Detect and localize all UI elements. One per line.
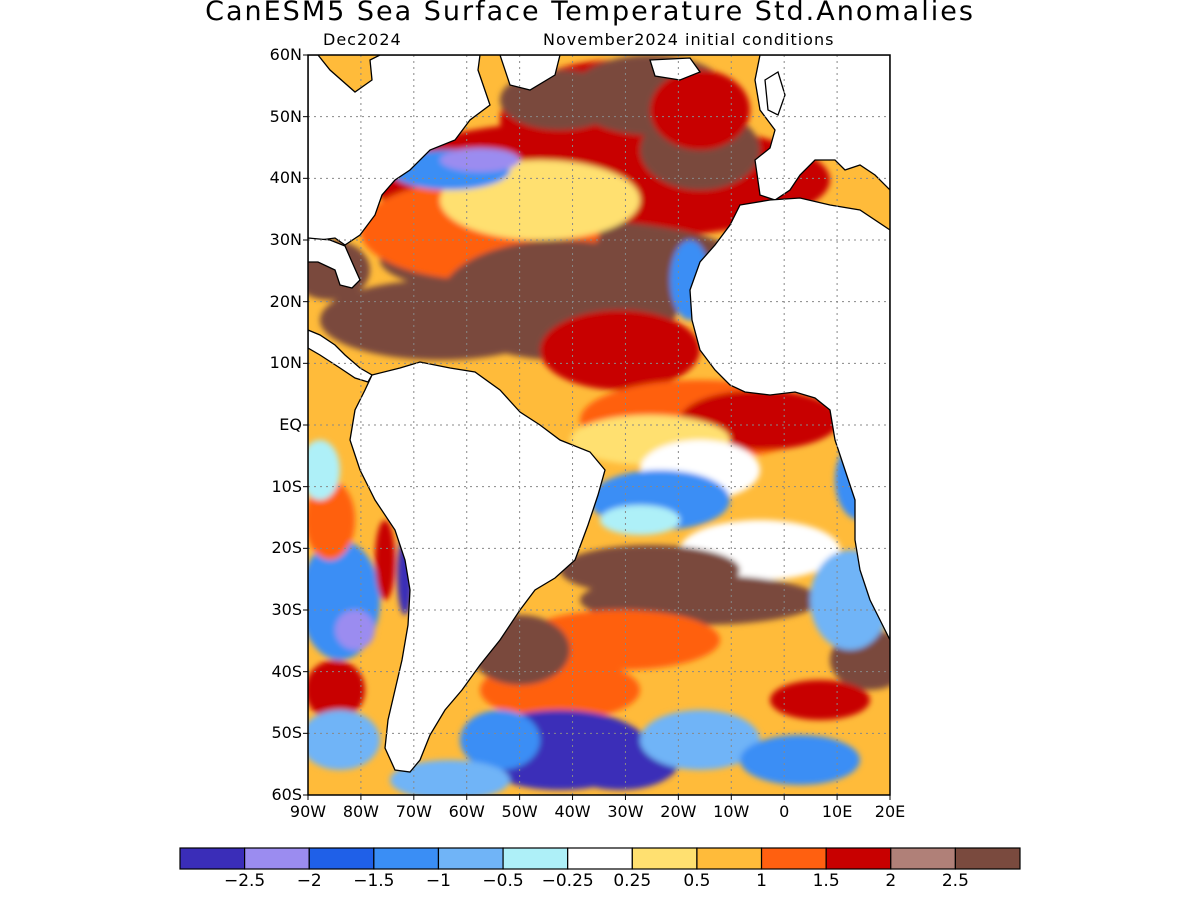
colorbar-label: 2.5 (941, 871, 969, 891)
island-land (499, 55, 561, 91)
colorbar-swatch (567, 847, 633, 870)
colorbar-label: −1.5 (353, 871, 395, 891)
gulf-coast-land (308, 237, 361, 289)
north-america-land (308, 55, 491, 246)
colorbar-swatch (760, 847, 827, 870)
lat-label: 50N (269, 106, 302, 126)
map-title: CanESM5 Sea Surface Temperature Std.Anom… (205, 0, 975, 27)
europe-land (754, 55, 890, 201)
colorbar-label: 1 (756, 871, 767, 891)
lon-label: 80W (342, 802, 379, 821)
lat-label: 20S (271, 538, 302, 558)
lat-label: 20N (269, 291, 302, 311)
lat-label: 40S (271, 661, 302, 681)
lon-label: 0 (779, 802, 790, 821)
colorbar-label: −0.5 (482, 871, 524, 891)
colorbar-swatch (890, 847, 956, 870)
iceland-land (649, 57, 702, 81)
lat-label: EQ (279, 415, 302, 434)
colorbar-swatch (825, 847, 892, 870)
colorbar-label: 0.5 (683, 871, 711, 891)
anomaly-field (308, 55, 890, 795)
colorbar-label: 0.25 (613, 871, 652, 891)
lat-label: 30S (271, 600, 302, 619)
colorbar-swatch (696, 847, 763, 870)
uk-land (764, 71, 786, 116)
lon-label: 20W (660, 802, 697, 821)
lon-label: 90W (289, 802, 327, 821)
colorbar-swatch (954, 847, 1021, 870)
map-grid (308, 55, 890, 795)
colorbar-swatch (179, 847, 246, 870)
lon-label: 50W (501, 802, 538, 821)
lon-label: 10E (821, 802, 853, 821)
colorbar-swatch (244, 847, 310, 870)
colorbar-swatch (437, 847, 504, 870)
lon-label: 20E (874, 802, 906, 821)
colorbar-label: 1.5 (812, 871, 840, 891)
lat-label: 30N (269, 230, 302, 249)
initial-conditions: November2024 initial conditions (543, 30, 835, 49)
lat-label: 10N (269, 353, 302, 373)
colorbar-label: 2 (885, 871, 897, 891)
colorbar-label: −1 (425, 871, 451, 891)
forecast-month: Dec2024 (323, 30, 402, 49)
colorbar-label: −0.25 (541, 871, 594, 891)
lat-label: 40N (269, 168, 302, 188)
lon-label: 60W (448, 802, 485, 821)
lat-label: 50S (271, 723, 302, 743)
colorbar-swatch (502, 847, 569, 870)
colorbar-swatch (308, 847, 375, 870)
colorbar-swatch (373, 847, 440, 870)
lon-label: 10W (713, 802, 750, 821)
lon-label: 70W (395, 802, 432, 821)
colorbar-label: −2.5 (223, 871, 266, 891)
lon-label: 30W (607, 802, 644, 821)
colorbar-swatch (631, 847, 698, 870)
africa-land (689, 197, 890, 641)
lat-label: 10S (271, 476, 302, 496)
lat-label: 60S (271, 785, 302, 804)
colorbar-label: −2 (296, 871, 322, 891)
lon-label: 40W (554, 802, 591, 821)
lat-label: 60N (269, 45, 302, 64)
